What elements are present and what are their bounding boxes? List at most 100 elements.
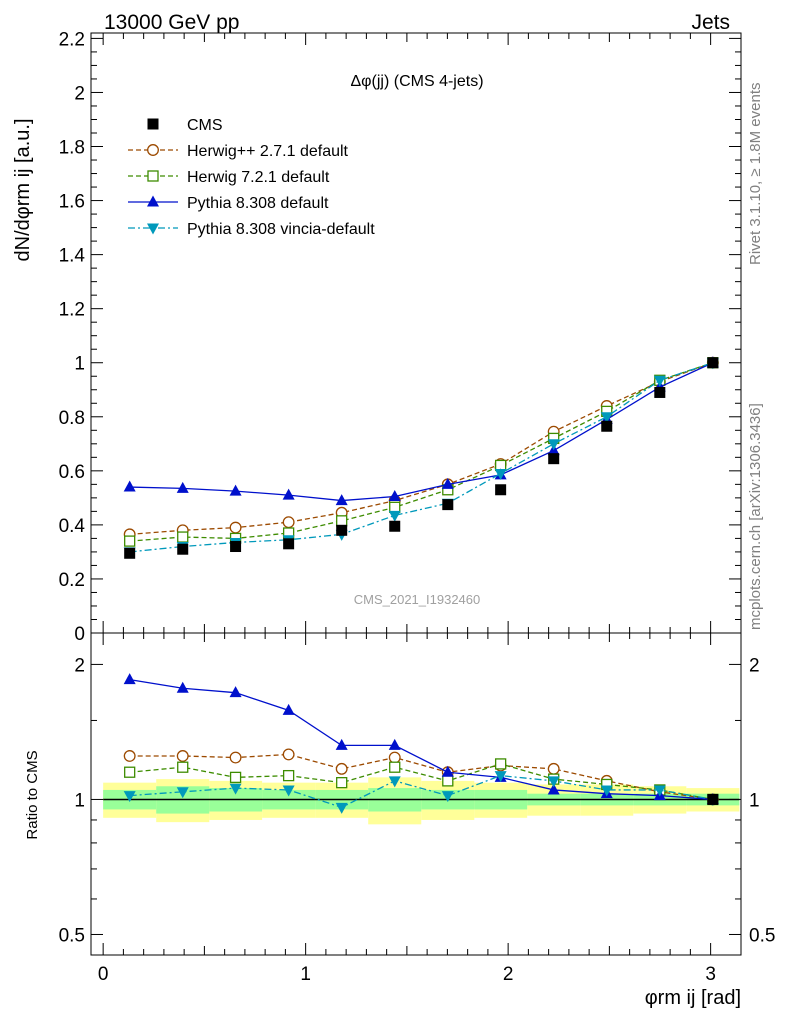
legend-label: Herwig 7.2.1 default [187,169,330,186]
ratio-herwigpp-point [123,750,136,762]
ratio-vincia-point [176,787,189,799]
legend-label: CMS [187,117,223,134]
ratio-vincia-point [282,785,295,797]
ratio-herwig7-point [282,769,295,782]
energy-label: 13000 GeV pp [104,11,239,34]
main-cms-point [601,420,613,432]
ratio-herwig7-line [129,763,713,801]
ratio-pythia-point [229,686,242,698]
ratio-panel: 0.5 0.5 1 1 2 2 0 1 2 3 Ratio to CMS φrm ij [rad] [24,632,775,1009]
analysis-id: CMS_2021_I1932460 [354,592,481,607]
main-cms-point [442,499,454,511]
main-panel: 0 0.2 0.4 0.6 0.8 1 1.2 1.4 1.6 1.8 2 2.2 dN/dφrm ij… [12,29,742,645]
main-y-tick-label: 1.8 [59,138,85,159]
ratio-herwig7-point [389,761,401,773]
main-y-tick-label: 1.4 [59,246,86,267]
legend: CMS Herwig++ 2.7.1 default Herwig 7.2.1 de… [128,117,375,238]
main-pythia-point [441,477,454,489]
main-cms-point [336,524,348,536]
ratio-pythia-point [335,738,348,750]
main-pythia-point [176,481,189,493]
main-vincia-point [494,469,507,481]
ratio-vincia-line [129,774,713,809]
ratio-x-axis-label: φrm ij [rad] [645,987,741,1009]
process-label: Jets [691,11,730,34]
main-y-tick-label: 1.6 [59,192,85,213]
main-cms-point [389,520,401,532]
main-y-tick-label: 0.8 [59,408,85,429]
ratio-vincia-point [600,785,613,797]
rivet-version-label: Rivet 3.1.10, ≥ 1.8M events [747,83,764,266]
ratio-pythia-point [282,703,295,715]
main-cms-point [707,357,719,369]
main-vincia-point [653,375,666,387]
main-vincia-point [600,412,613,424]
main-herwigpp-point [282,516,295,529]
ratio-y-tick-label: 1 [74,790,85,811]
ratio-vincia-point [441,791,454,803]
ratio-herwigpp-point [335,762,348,775]
ratio-herwigpp-point [282,748,295,761]
main-cms-point [283,538,295,550]
main-pythia-point [282,488,295,500]
ratio-x-tick-label: 1 [300,964,311,985]
ratio-herwigpp-point [229,751,242,764]
ratio-pythia-point [388,738,401,750]
main-pythia-point [388,490,401,502]
ratio-pythia-point [123,673,136,685]
ratio-vincia-point [388,776,401,788]
ratio-vincia-point [229,783,242,795]
ratio-y-tick-label-right: 0.5 [749,925,775,946]
main-herwig7-point [177,531,189,543]
ratio-x-tick-label: 0 [98,964,109,985]
ratio-pythia-point [547,783,560,795]
main-vincia-line [129,362,714,553]
ratio-herwigpp-point [388,751,401,764]
main-y-tick-label: 0 [74,624,85,645]
main-cms-point [124,547,136,559]
main-cms-point [495,484,507,496]
ratio-x-tick-label: 3 [705,964,716,985]
main-cms-point [654,386,666,398]
ratio-herwigpp-point [547,762,560,775]
main-herwig7-line [129,362,714,542]
ratio-frame [90,632,742,956]
main-y-tick-label: 2.2 [59,29,85,50]
main-herwig7-point [389,501,401,513]
ratio-cms-point [707,793,719,805]
main-pythia-point [229,484,242,496]
ratio-x-tick-label: 2 [503,964,514,985]
main-pythia-line [129,362,714,502]
main-vincia-point [388,510,401,522]
reference-label: mcplots.cern.ch [arXiv:1306.3436] [747,403,764,630]
ratio-y-tick-label-right: 1 [749,790,760,811]
ratio-vincia-point [335,802,348,814]
main-cms-point [548,453,560,465]
ratio-pythia-point [441,765,454,777]
main-cms-point [177,543,189,555]
legend-marker [147,170,159,182]
ratio-vincia-point [494,771,507,783]
main-herwigpp-point [229,521,242,534]
ratio-vincia-point [547,776,560,788]
main-pythia-point [123,480,136,492]
ratio-herwig7-point [494,758,507,770]
main-y-tick-label: 1 [74,354,85,375]
ratio-vincia-point [123,791,136,803]
legend-marker [147,118,159,130]
legend-marker [147,195,159,207]
legend-label: Herwig++ 2.7.1 default [187,143,349,160]
legend-label: Pythia 8.308 vincia-default [187,221,375,238]
plot-title: Δφ(jj) (CMS 4-jets) [350,73,483,90]
ratio-y-axis-label: Ratio to CMS [24,750,41,839]
main-y-axis-label: dN/dφrm ij [a.u.] [12,118,34,261]
legend-marker [147,223,159,235]
ratio-herwig7-point [177,761,189,773]
main-herwigpp-line [129,362,714,535]
main-pythia-point [335,494,348,506]
main-y-tick-label: 0.4 [59,516,86,537]
ratio-herwig7-point [229,771,242,784]
main-herwig7-point [336,515,348,527]
ratio-herwigpp-line [129,753,713,801]
